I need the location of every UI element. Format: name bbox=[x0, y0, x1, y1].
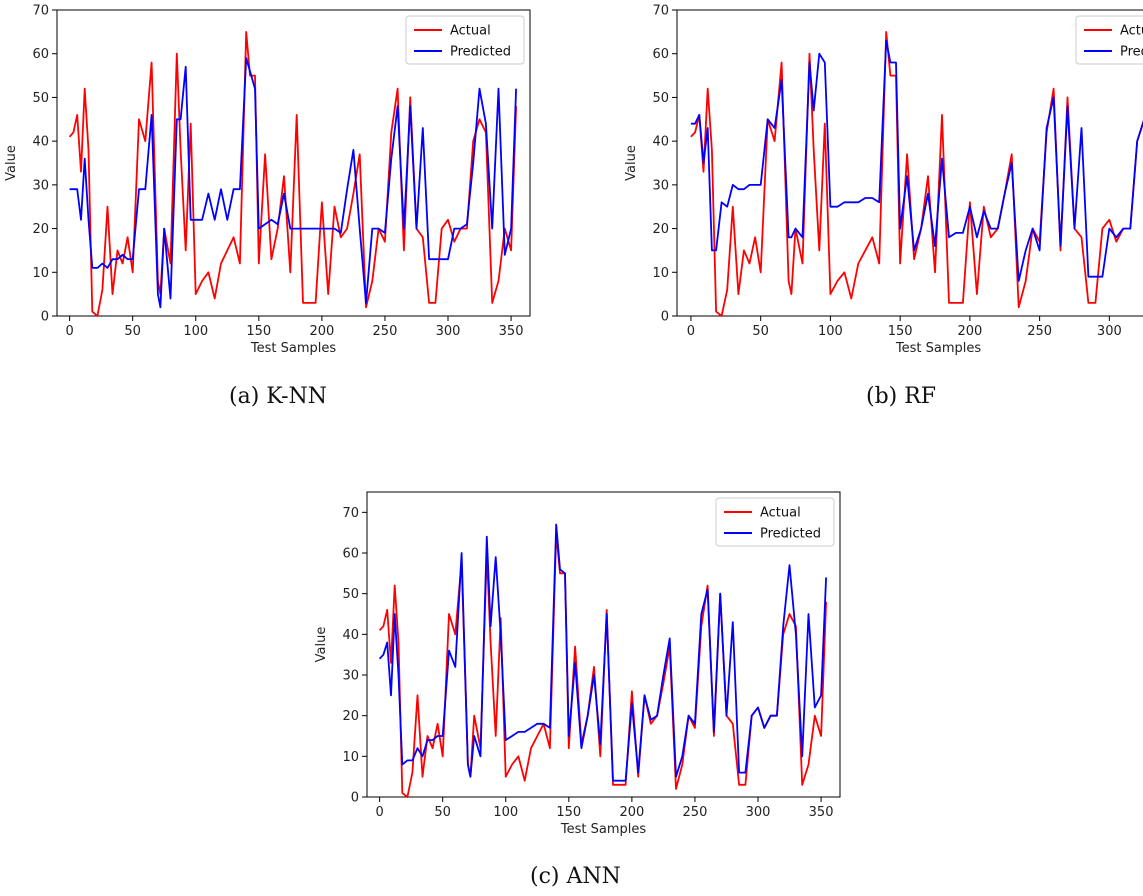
series-line-predicted bbox=[690, 39, 1143, 282]
x-tick-label: 0 bbox=[65, 324, 73, 339]
x-tick-label: 350 bbox=[499, 324, 524, 339]
series-line-actual bbox=[68, 30, 517, 317]
x-tick-label: 200 bbox=[309, 324, 334, 339]
y-tick-label: 70 bbox=[652, 4, 669, 19]
y-tick-label: 30 bbox=[342, 669, 359, 684]
x-tick-label: 150 bbox=[246, 324, 271, 339]
plot-frame bbox=[676, 9, 1143, 317]
y-tick-label: 0 bbox=[661, 310, 669, 325]
y-tick-label: 10 bbox=[32, 266, 49, 281]
y-tick-label: 50 bbox=[342, 587, 359, 602]
y-tick-label: 60 bbox=[652, 47, 669, 62]
y-axis-label: Value bbox=[4, 145, 19, 181]
legend-label-actual: Actual bbox=[760, 506, 801, 521]
y-tick-label: 60 bbox=[32, 47, 49, 62]
y-tick-label: 40 bbox=[342, 628, 359, 643]
y-tick-label: 20 bbox=[32, 222, 49, 237]
x-axis-label: Test Samples bbox=[250, 341, 336, 356]
x-tick-label: 200 bbox=[957, 324, 982, 339]
chart-knn: 0 50 100 150 200 250 300 350 0 10 20 30 40 50 60 70 Test… bbox=[4, 4, 531, 356]
y-axis-label: Value bbox=[624, 145, 639, 181]
x-tick-label: 300 bbox=[746, 805, 771, 820]
y-tick-label: 70 bbox=[32, 4, 49, 19]
y-tick-label: 0 bbox=[351, 791, 359, 806]
y-tick-label: 50 bbox=[652, 91, 669, 106]
y-axis-label: Value bbox=[314, 627, 329, 663]
y-tick-label: 0 bbox=[41, 310, 49, 325]
series-line-predicted bbox=[69, 57, 517, 309]
y-tick-label: 10 bbox=[652, 266, 669, 281]
caption-rf: (b) RF bbox=[866, 384, 937, 409]
x-tick-label: 250 bbox=[683, 805, 708, 820]
y-tick-label: 60 bbox=[342, 547, 359, 562]
x-axis-label: Test Samples bbox=[560, 822, 646, 837]
chart-rf: 050100150200250300350010203040506070Test… bbox=[624, 4, 1143, 356]
x-tick-label: 350 bbox=[809, 805, 834, 820]
x-tick-label: 150 bbox=[888, 324, 913, 339]
x-tick-label: 100 bbox=[493, 805, 518, 820]
legend-label-actual: Actual bbox=[1120, 24, 1143, 39]
caption-knn: (a) K-NN bbox=[229, 384, 328, 409]
caption-ann: (c) ANN bbox=[530, 864, 621, 889]
series-line-actual bbox=[690, 30, 1143, 317]
x-tick-label: 100 bbox=[818, 324, 843, 339]
chart-ann: 0 50 100 150 200 250 300 350 0 10 20 30 40 50 60 70 Test… bbox=[314, 491, 841, 837]
y-tick-label: 40 bbox=[652, 135, 669, 150]
x-axis-label: Test Samples bbox=[895, 341, 981, 356]
x-tick-label: 250 bbox=[373, 324, 398, 339]
x-tick-label: 50 bbox=[752, 324, 769, 339]
x-tick-label: 50 bbox=[434, 805, 451, 820]
series-line-predicted bbox=[378, 523, 827, 782]
x-tick-label: 300 bbox=[436, 324, 461, 339]
x-tick-label: 250 bbox=[1027, 324, 1052, 339]
y-tick-label: 50 bbox=[32, 91, 49, 106]
legend-label-predicted: Predicted bbox=[450, 45, 511, 60]
x-tick-label: 150 bbox=[556, 805, 581, 820]
legend-label-actual: Actual bbox=[450, 24, 491, 39]
y-tick-label: 70 bbox=[342, 506, 359, 521]
x-tick-label: 50 bbox=[124, 324, 141, 339]
x-tick-label: 0 bbox=[375, 805, 383, 820]
x-tick-label: 100 bbox=[183, 324, 208, 339]
y-tick-label: 10 bbox=[342, 750, 359, 765]
x-tick-label: 0 bbox=[687, 324, 695, 339]
y-tick-label: 20 bbox=[652, 222, 669, 237]
y-tick-label: 20 bbox=[342, 709, 359, 724]
y-tick-label: 30 bbox=[32, 178, 49, 193]
y-tick-label: 30 bbox=[652, 178, 669, 193]
y-tick-label: 40 bbox=[32, 135, 49, 150]
x-tick-label: 200 bbox=[619, 805, 644, 820]
legend-label-predicted: Predicted bbox=[1120, 45, 1143, 60]
legend-label-predicted: Predicted bbox=[760, 527, 821, 542]
x-tick-label: 300 bbox=[1097, 324, 1122, 339]
